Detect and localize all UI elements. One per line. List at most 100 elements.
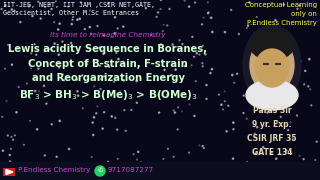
Point <box>92 85 97 88</box>
Point <box>52 21 57 24</box>
Point <box>60 40 65 43</box>
Point <box>99 78 104 80</box>
Point <box>134 158 140 161</box>
Point <box>2 67 7 70</box>
Point <box>288 39 293 42</box>
Point <box>222 90 227 93</box>
Point <box>36 90 42 93</box>
Point <box>170 43 175 46</box>
Point <box>92 116 97 119</box>
Point <box>74 78 79 81</box>
Point <box>281 3 286 6</box>
Point <box>122 109 127 112</box>
Point <box>161 158 166 160</box>
Point <box>82 28 87 31</box>
Point <box>200 62 205 65</box>
Point <box>313 166 318 169</box>
Ellipse shape <box>250 30 294 60</box>
Point <box>210 68 215 71</box>
Point <box>224 166 229 169</box>
Point <box>12 9 17 12</box>
Point <box>259 170 264 173</box>
Text: ✆: ✆ <box>97 168 103 174</box>
Point <box>76 94 81 97</box>
Point <box>256 36 261 39</box>
Text: P.Endless Chemistry: P.Endless Chemistry <box>18 167 90 173</box>
Point <box>244 58 249 61</box>
Point <box>36 67 41 70</box>
Point <box>65 5 70 8</box>
Point <box>298 7 303 10</box>
Point <box>70 168 76 171</box>
Point <box>252 32 257 35</box>
Point <box>258 56 263 58</box>
Point <box>254 16 259 19</box>
Text: Its time to reimagine Chemistry: Its time to reimagine Chemistry <box>50 32 166 38</box>
Point <box>54 155 59 158</box>
Point <box>113 116 118 119</box>
Point <box>53 0 58 3</box>
Point <box>253 152 258 155</box>
Point <box>285 32 290 35</box>
Point <box>156 111 162 114</box>
Point <box>67 148 72 150</box>
Point <box>187 151 192 154</box>
Point <box>256 86 261 89</box>
Point <box>11 138 16 141</box>
Point <box>69 23 74 26</box>
Point <box>158 8 163 10</box>
Point <box>281 43 286 46</box>
Point <box>288 121 293 124</box>
Point <box>3 4 8 7</box>
Point <box>91 60 96 63</box>
Point <box>314 140 319 143</box>
Point <box>274 157 279 160</box>
Bar <box>0 162 320 180</box>
Point <box>164 93 170 96</box>
Point <box>235 72 240 75</box>
Point <box>309 104 314 107</box>
Point <box>91 134 96 136</box>
Point <box>117 169 123 172</box>
Polygon shape <box>6 170 13 174</box>
Point <box>87 9 92 12</box>
Point <box>158 0 164 1</box>
Point <box>175 128 180 131</box>
Point <box>61 79 67 82</box>
Point <box>225 170 230 173</box>
Point <box>285 129 291 132</box>
Point <box>89 32 94 35</box>
Point <box>226 104 231 107</box>
Point <box>220 173 225 176</box>
Point <box>26 174 31 177</box>
Point <box>138 161 143 164</box>
Point <box>179 110 184 113</box>
Point <box>259 99 264 102</box>
Point <box>158 43 164 46</box>
Point <box>180 43 185 46</box>
Point <box>26 5 31 8</box>
Point <box>284 149 289 152</box>
Point <box>75 90 80 93</box>
Point <box>44 102 49 105</box>
Point <box>60 73 65 76</box>
Point <box>101 75 107 78</box>
Point <box>5 134 10 137</box>
Text: Paras Sir
9 yr. Exp.
CSIR JRF 35
GATE 134: Paras Sir 9 yr. Exp. CSIR JRF 35 GATE 13… <box>247 106 297 157</box>
Point <box>236 33 241 35</box>
Point <box>204 97 209 100</box>
Point <box>273 19 278 22</box>
Point <box>87 26 92 28</box>
Point <box>210 30 215 33</box>
Point <box>147 165 152 168</box>
Point <box>182 65 188 68</box>
Point <box>47 48 52 51</box>
Point <box>107 65 112 68</box>
Point <box>163 176 168 179</box>
Point <box>212 177 218 179</box>
Point <box>297 4 302 7</box>
Point <box>80 107 85 110</box>
Point <box>284 165 290 167</box>
Point <box>192 114 197 117</box>
Point <box>284 36 289 39</box>
